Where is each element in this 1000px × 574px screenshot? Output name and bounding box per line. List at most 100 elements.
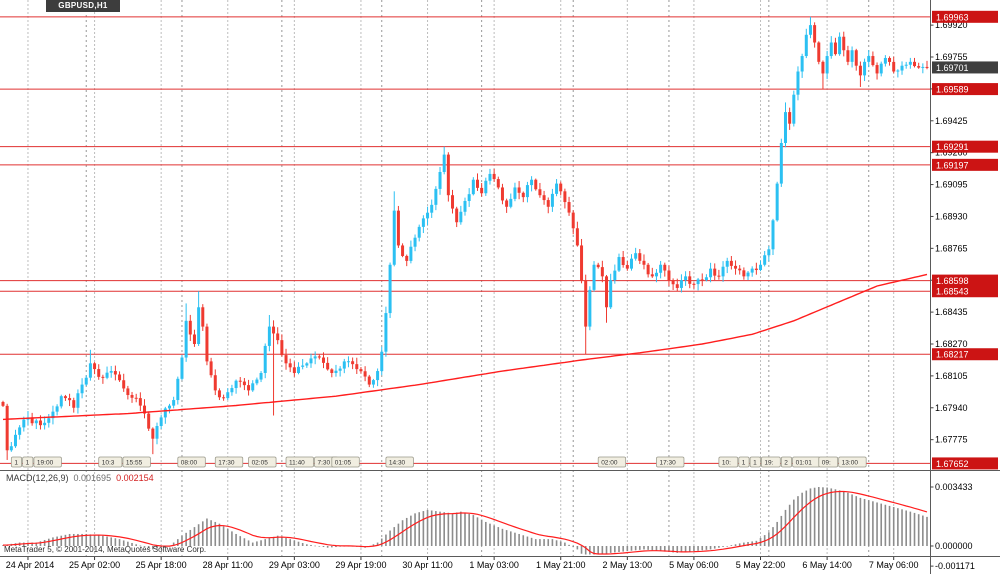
moving-average-line	[2, 273, 928, 421]
price-tick-label: 1.69920	[935, 20, 968, 30]
candle-body	[867, 56, 871, 62]
macd-bar	[509, 531, 512, 546]
macd-signal-line	[2, 490, 928, 555]
macd-bar	[847, 492, 849, 546]
event-flag[interactable]	[10, 456, 22, 468]
macd-bar	[131, 542, 133, 546]
macd-bar	[713, 546, 716, 549]
event-flag-label: 02:00	[601, 460, 618, 467]
price-level-badge[interactable]	[932, 457, 998, 470]
macd-bar	[81, 533, 83, 546]
candle-body	[850, 50, 854, 62]
macd-signal-value: 0.002154	[116, 473, 154, 483]
candle-body	[201, 307, 205, 327]
price-level-badge[interactable]	[932, 83, 998, 96]
candle-body	[305, 363, 309, 366]
macd-bar	[181, 535, 183, 546]
macd-bar	[676, 546, 679, 553]
event-flag[interactable]	[33, 456, 62, 468]
candle-body	[734, 265, 738, 269]
candle-body	[9, 446, 13, 451]
price-level-badge[interactable]	[932, 158, 998, 171]
macd-bar	[597, 546, 599, 555]
price-level-badge[interactable]	[932, 285, 998, 298]
event-flag[interactable]	[177, 456, 206, 468]
candle-body	[530, 179, 534, 186]
event-flag[interactable]	[761, 456, 781, 468]
macd-bar	[272, 536, 275, 546]
macd-bar	[788, 504, 791, 546]
candle-body	[367, 376, 371, 385]
price-level-badge[interactable]	[932, 348, 998, 361]
candle-body	[234, 380, 238, 389]
macd-bar	[793, 499, 795, 546]
macd-bar	[206, 518, 208, 546]
event-flag[interactable]	[838, 456, 867, 468]
macd-bar	[593, 546, 595, 555]
event-flag[interactable]	[656, 456, 685, 468]
candle-body	[821, 61, 825, 74]
macd-bar	[243, 538, 246, 546]
event-flag[interactable]	[98, 456, 123, 468]
event-flag[interactable]	[285, 456, 314, 468]
candle-body	[380, 351, 384, 372]
macd-bar	[414, 513, 416, 546]
macd-bar	[738, 543, 741, 546]
macd-bar	[801, 492, 803, 546]
event-flag[interactable]	[780, 456, 792, 468]
event-flag[interactable]	[385, 456, 414, 468]
macd-bar	[276, 535, 279, 546]
candle-body	[717, 275, 721, 277]
event-flag[interactable]	[749, 456, 761, 468]
candle-body	[59, 396, 63, 407]
event-flag[interactable]	[738, 456, 750, 468]
macd-bar	[460, 511, 462, 546]
price-tick-label: 1.68765	[935, 243, 968, 253]
candle-body	[251, 383, 255, 391]
candle-body	[759, 264, 763, 271]
price-level-badge[interactable]	[932, 10, 998, 23]
event-flag[interactable]	[122, 456, 151, 468]
candle-body	[459, 211, 463, 223]
macd-bar	[301, 542, 304, 546]
candle-body	[359, 369, 363, 372]
event-flag[interactable]	[331, 456, 360, 468]
candle-body	[226, 392, 230, 399]
candle-body	[276, 333, 280, 341]
event-flag[interactable]	[718, 456, 739, 468]
event-flag[interactable]	[597, 456, 627, 468]
macd-bar	[493, 525, 495, 546]
macd-bar	[797, 496, 799, 546]
macd-bar	[614, 546, 616, 553]
candle-body	[371, 380, 375, 385]
event-flag[interactable]	[818, 456, 839, 468]
macd-bar	[672, 546, 674, 553]
candle-body	[871, 56, 875, 66]
copyright-label: MetaTrader 5, © 2001-2014, MetaQuotes So…	[4, 545, 207, 554]
candle-body	[134, 397, 138, 399]
candle-body	[892, 61, 896, 72]
candle-body	[247, 385, 251, 391]
candle-body	[63, 396, 67, 399]
candle-body	[346, 361, 350, 363]
candle-body	[197, 307, 201, 344]
candle-body	[101, 376, 105, 378]
price-tick-label: 1.69095	[935, 180, 968, 190]
event-flag[interactable]	[22, 456, 34, 468]
candle-body	[883, 57, 887, 64]
event-flag[interactable]	[248, 456, 277, 468]
macd-bar	[926, 516, 928, 546]
macd-bar	[705, 546, 708, 550]
event-flag[interactable]	[214, 456, 244, 468]
candle-body	[625, 265, 629, 269]
price-level-badge[interactable]	[932, 274, 998, 287]
macd-bar	[543, 539, 545, 546]
candle-body	[321, 357, 325, 363]
candle-body	[700, 279, 704, 281]
candle-body	[267, 326, 271, 346]
price-level-badge[interactable]	[932, 140, 998, 153]
time-axis-label: 1 May 03:00	[469, 560, 519, 570]
candle-body	[217, 390, 221, 398]
